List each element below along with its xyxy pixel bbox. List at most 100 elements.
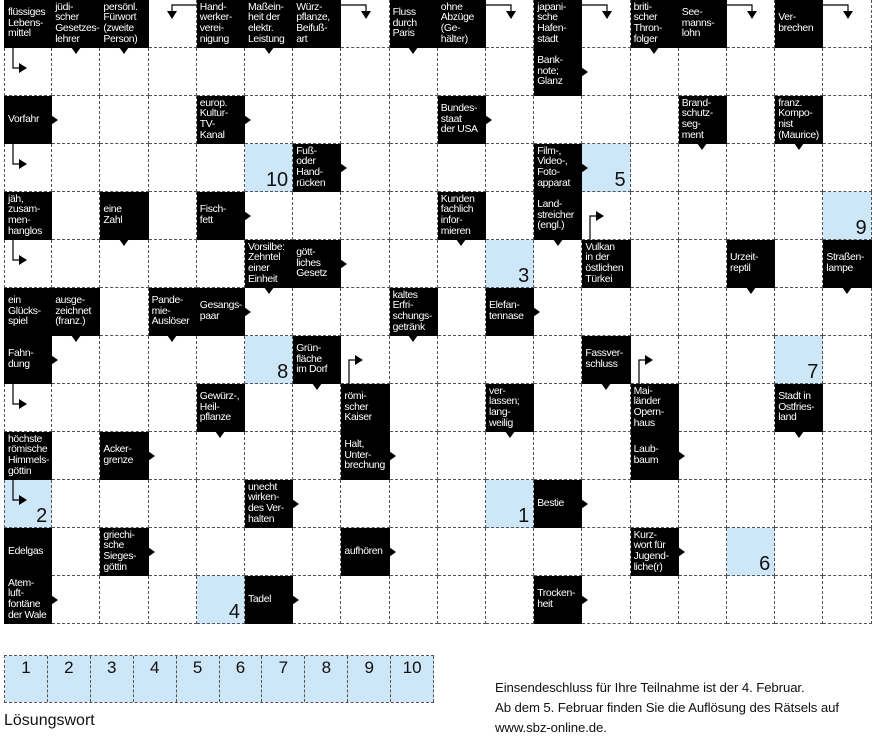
- letter-cell[interactable]: [293, 48, 342, 96]
- letter-cell[interactable]: [678, 240, 727, 288]
- solution-letter-cell[interactable]: 7: [775, 336, 824, 384]
- letter-cell[interactable]: [775, 480, 824, 528]
- letter-cell[interactable]: [823, 528, 872, 576]
- letter-cell[interactable]: [437, 576, 486, 624]
- letter-cell[interactable]: [727, 0, 776, 48]
- letter-cell[interactable]: [534, 336, 583, 384]
- letter-cell[interactable]: [823, 144, 872, 192]
- letter-cell[interactable]: [630, 144, 679, 192]
- letter-cell[interactable]: [727, 384, 776, 432]
- letter-cell[interactable]: [4, 384, 53, 432]
- letter-cell[interactable]: [148, 528, 197, 576]
- letter-cell[interactable]: [630, 480, 679, 528]
- letter-cell[interactable]: [823, 48, 872, 96]
- letter-cell[interactable]: [52, 384, 101, 432]
- letter-cell[interactable]: [678, 480, 727, 528]
- letter-cell[interactable]: [630, 96, 679, 144]
- letter-cell[interactable]: [100, 96, 149, 144]
- letter-cell[interactable]: [582, 0, 631, 48]
- letter-cell[interactable]: [727, 288, 776, 336]
- letter-cell[interactable]: [100, 576, 149, 624]
- letter-cell[interactable]: [389, 480, 438, 528]
- letter-cell[interactable]: [389, 144, 438, 192]
- letter-cell[interactable]: [245, 96, 294, 144]
- letter-cell[interactable]: [341, 336, 390, 384]
- solution-letter-cell[interactable]: 5: [582, 144, 631, 192]
- letter-cell[interactable]: [486, 336, 535, 384]
- letter-cell[interactable]: [727, 96, 776, 144]
- letter-cell[interactable]: [678, 384, 727, 432]
- letter-cell[interactable]: [775, 48, 824, 96]
- solution-word-cell[interactable]: 9: [348, 656, 392, 702]
- letter-cell[interactable]: [582, 432, 631, 480]
- letter-cell[interactable]: [341, 192, 390, 240]
- letter-cell[interactable]: [727, 336, 776, 384]
- letter-cell[interactable]: [437, 336, 486, 384]
- letter-cell[interactable]: [389, 432, 438, 480]
- letter-cell[interactable]: [582, 576, 631, 624]
- letter-cell[interactable]: [341, 96, 390, 144]
- letter-cell[interactable]: [727, 192, 776, 240]
- letter-cell[interactable]: [486, 432, 535, 480]
- letter-cell[interactable]: [678, 288, 727, 336]
- letter-cell[interactable]: [293, 528, 342, 576]
- letter-cell[interactable]: [823, 0, 872, 48]
- letter-cell[interactable]: [534, 384, 583, 432]
- letter-cell[interactable]: [823, 432, 872, 480]
- letter-cell[interactable]: [245, 432, 294, 480]
- letter-cell[interactable]: [486, 192, 535, 240]
- solution-letter-cell[interactable]: 6: [727, 528, 776, 576]
- letter-cell[interactable]: [582, 384, 631, 432]
- letter-cell[interactable]: [148, 48, 197, 96]
- letter-cell[interactable]: [582, 48, 631, 96]
- letter-cell[interactable]: [245, 192, 294, 240]
- letter-cell[interactable]: [486, 528, 535, 576]
- letter-cell[interactable]: [486, 96, 535, 144]
- solution-word-cell[interactable]: 6: [219, 656, 263, 702]
- letter-cell[interactable]: [293, 576, 342, 624]
- letter-cell[interactable]: [341, 576, 390, 624]
- letter-cell[interactable]: [100, 240, 149, 288]
- letter-cell[interactable]: [775, 192, 824, 240]
- letter-cell[interactable]: [486, 48, 535, 96]
- letter-cell[interactable]: [437, 432, 486, 480]
- letter-cell[interactable]: [196, 144, 245, 192]
- letter-cell[interactable]: [775, 432, 824, 480]
- letter-cell[interactable]: [582, 528, 631, 576]
- solution-letter-cell[interactable]: 2: [4, 480, 53, 528]
- letter-cell[interactable]: [678, 576, 727, 624]
- letter-cell[interactable]: [582, 480, 631, 528]
- letter-cell[interactable]: [727, 480, 776, 528]
- letter-cell[interactable]: [437, 48, 486, 96]
- letter-cell[interactable]: [52, 144, 101, 192]
- letter-cell[interactable]: [196, 336, 245, 384]
- letter-cell[interactable]: [293, 192, 342, 240]
- letter-cell[interactable]: [245, 528, 294, 576]
- letter-cell[interactable]: [52, 528, 101, 576]
- letter-cell[interactable]: [148, 96, 197, 144]
- letter-cell[interactable]: [534, 288, 583, 336]
- letter-cell[interactable]: [630, 576, 679, 624]
- letter-cell[interactable]: [4, 240, 53, 288]
- letter-cell[interactable]: [245, 48, 294, 96]
- letter-cell[interactable]: [775, 528, 824, 576]
- letter-cell[interactable]: [389, 528, 438, 576]
- letter-cell[interactable]: [534, 96, 583, 144]
- solution-word-cell[interactable]: 2: [47, 656, 91, 702]
- letter-cell[interactable]: [437, 480, 486, 528]
- letter-cell[interactable]: [437, 240, 486, 288]
- letter-cell[interactable]: [678, 48, 727, 96]
- letter-cell[interactable]: [196, 240, 245, 288]
- letter-cell[interactable]: [486, 0, 535, 48]
- letter-cell[interactable]: [727, 432, 776, 480]
- letter-cell[interactable]: [582, 288, 631, 336]
- letter-cell[interactable]: [389, 240, 438, 288]
- letter-cell[interactable]: [148, 480, 197, 528]
- letter-cell[interactable]: [727, 576, 776, 624]
- letter-cell[interactable]: [293, 480, 342, 528]
- letter-cell[interactable]: [293, 96, 342, 144]
- letter-cell[interactable]: [148, 336, 197, 384]
- letter-cell[interactable]: [582, 96, 631, 144]
- letter-cell[interactable]: [196, 432, 245, 480]
- letter-cell[interactable]: [100, 384, 149, 432]
